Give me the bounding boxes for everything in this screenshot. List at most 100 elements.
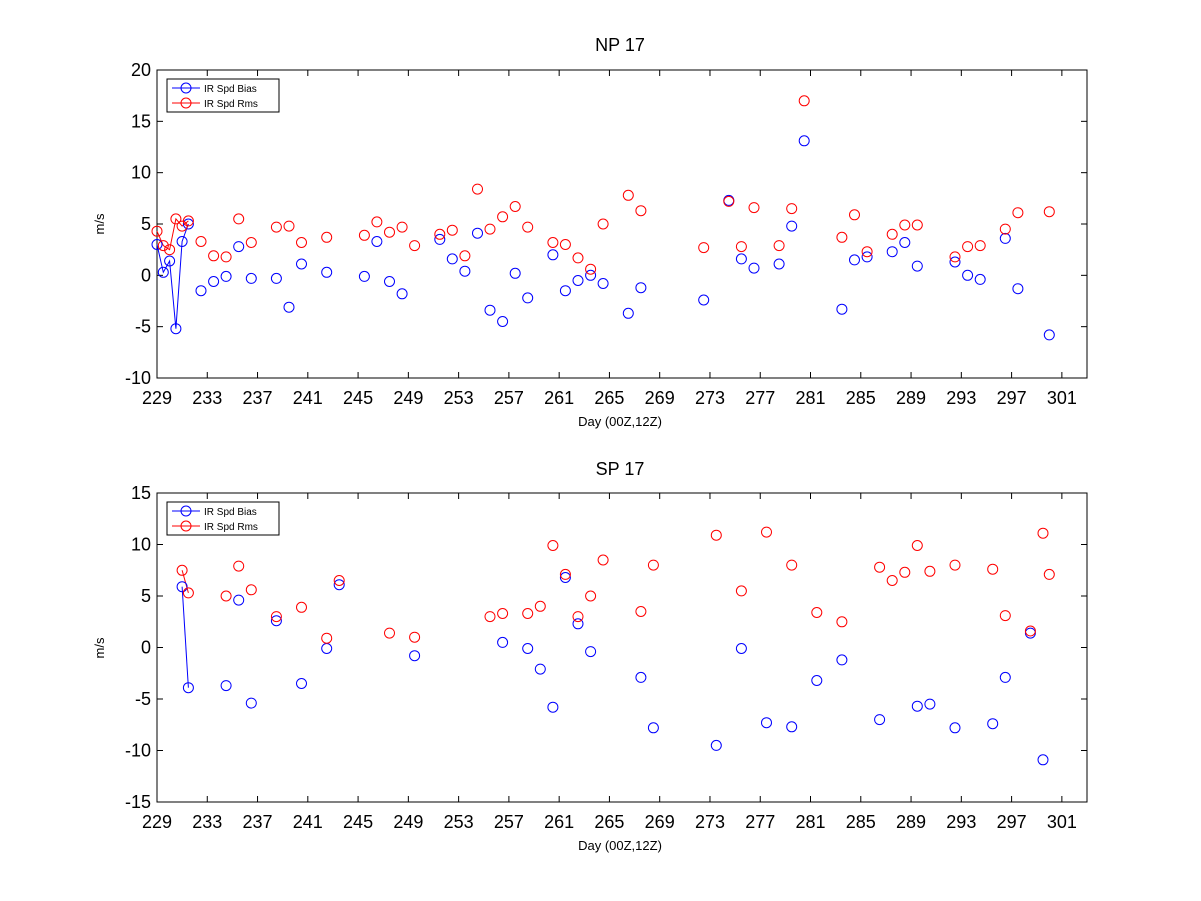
series-rms-point: [182, 587, 194, 599]
series-rms-point: [371, 216, 383, 228]
series-bias-point: [176, 236, 188, 247]
series-rms-point: [735, 585, 747, 597]
series-rms-point: [151, 225, 163, 237]
series-rms-point: [949, 559, 961, 571]
series-bias-point: [176, 581, 188, 593]
series-rms-point: [999, 610, 1011, 622]
series-rms-point: [245, 237, 257, 248]
x-tick-label: 245: [343, 388, 373, 408]
series-rms-point: [635, 205, 647, 217]
series-bias-point: [761, 717, 772, 729]
series-rms-point: [296, 601, 307, 613]
x-tick-label: 293: [946, 812, 976, 832]
series-rms-point: [585, 263, 597, 275]
series-rms-point: [509, 201, 521, 212]
series-rms-point: [522, 608, 534, 619]
series-rms-point: [735, 241, 747, 253]
x-tick-label: 229: [142, 812, 172, 832]
series-rms-point: [899, 219, 911, 231]
series-bias-point: [962, 269, 974, 281]
legend-label-rms: IR Spd Rms: [204, 99, 258, 110]
series-rms-point: [974, 240, 986, 252]
series-bias-point: [245, 697, 257, 709]
series-bias-point: [836, 654, 848, 666]
series-rms-point: [220, 590, 232, 602]
x-tick-label: 273: [695, 812, 725, 832]
series-rms-point: [497, 608, 509, 619]
series-rms-point: [597, 218, 609, 230]
x-tick-label: 261: [544, 812, 574, 832]
x-tick-label: 249: [393, 388, 423, 408]
y-tick-label: 10: [131, 535, 151, 555]
series-rms-point: [572, 611, 584, 623]
series-rms-point: [321, 632, 333, 644]
x-tick-label: 277: [745, 388, 775, 408]
x-tick-label: 249: [393, 812, 423, 832]
series-bias-point: [886, 246, 898, 258]
x-tick-label: 229: [142, 388, 172, 408]
x-tick-label: 241: [293, 388, 323, 408]
y-axis-label: m/s: [92, 213, 107, 234]
x-tick-label: 269: [645, 812, 675, 832]
series-rms-point: [949, 251, 961, 263]
y-tick-label: 15: [131, 111, 151, 131]
series-bias-point: [522, 643, 534, 654]
series-bias-point: [861, 251, 873, 263]
series-bias-point: [396, 288, 408, 300]
x-tick-label: 285: [846, 812, 876, 832]
x-tick-label: 265: [594, 388, 624, 408]
x-tick-label: 233: [192, 812, 222, 832]
series-rms-point: [472, 183, 483, 195]
series-bias-point: [949, 722, 961, 734]
series-rms-point: [786, 559, 798, 571]
series-bias-point: [233, 241, 245, 253]
series-rms-point: [358, 229, 370, 241]
series-bias-point: [547, 249, 559, 261]
series-bias-point: [151, 239, 163, 250]
series-bias-line: [181, 586, 189, 688]
series-bias-point: [484, 304, 496, 316]
series-bias-point: [522, 292, 534, 304]
series-rms-point: [861, 246, 873, 258]
series-bias-point: [1037, 754, 1049, 766]
series-bias-point: [270, 272, 282, 284]
legend-box: [166, 78, 280, 113]
series-rms-point: [698, 242, 710, 254]
series-rms-point: [874, 561, 886, 573]
series-rms-point: [811, 607, 823, 618]
x-tick-label: 237: [243, 388, 273, 408]
series-rms-point: [572, 252, 584, 264]
series-rms-point: [208, 250, 220, 262]
series-rms-point: [761, 526, 772, 538]
x-axis-label: Day (00Z,12Z): [578, 838, 662, 853]
series-bias-point: [333, 579, 345, 591]
x-tick-label: 233: [192, 388, 222, 408]
series-bias-point: [497, 636, 509, 648]
y-tick-label: 15: [131, 483, 151, 503]
series-bias-point: [509, 267, 521, 279]
series-rms-point: [1043, 568, 1055, 580]
series-rms-point: [899, 566, 911, 578]
series-rms-point: [836, 231, 848, 243]
series-points: [151, 95, 1055, 341]
series-lines: [181, 570, 189, 688]
series-bias-point: [911, 700, 923, 712]
x-tick-label: 241: [293, 812, 323, 832]
series-bias-point: [434, 233, 446, 245]
chart-title: SP 17: [596, 459, 645, 479]
series-rms-point: [773, 240, 785, 252]
series-rms-point: [245, 584, 257, 596]
x-tick-label: 237: [243, 812, 273, 832]
x-tick-label: 253: [444, 388, 474, 408]
series-rms-point: [157, 240, 169, 252]
series-rms-point: [836, 616, 848, 628]
series-rms-point: [886, 575, 898, 586]
x-tick-label: 277: [745, 812, 775, 832]
series-bias-point: [999, 671, 1011, 683]
series-bias-point: [585, 646, 597, 658]
series-bias-point: [635, 671, 647, 683]
series-bias-point: [710, 739, 722, 751]
series-rms-point: [559, 568, 571, 580]
series-rms-point: [233, 213, 245, 225]
